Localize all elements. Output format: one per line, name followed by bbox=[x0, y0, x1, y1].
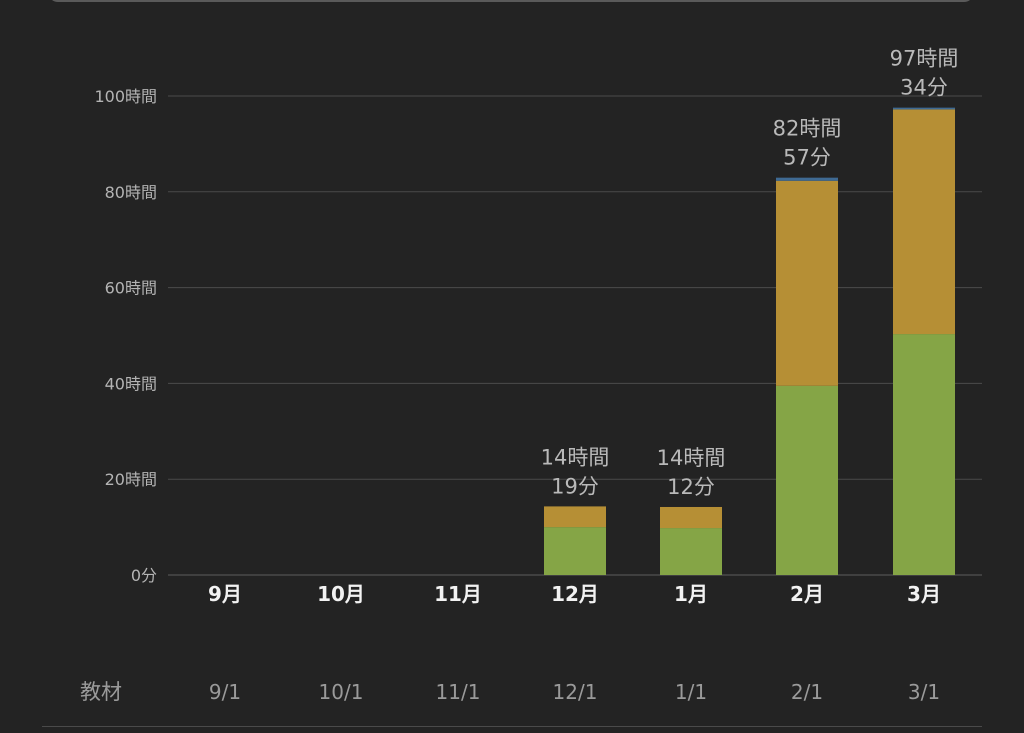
bar-segment bbox=[893, 107, 955, 110]
bar-total-minutes: 19分 bbox=[551, 474, 599, 498]
date-label: 12/1 bbox=[553, 680, 598, 704]
x-tick-label: 9月 bbox=[208, 582, 242, 606]
bar-segment bbox=[660, 528, 722, 575]
date-label: 1/1 bbox=[675, 680, 707, 704]
bar-total-hours: 14時間 bbox=[541, 445, 610, 469]
bar-segment bbox=[893, 334, 955, 575]
bar-segment bbox=[544, 506, 606, 528]
bar-segment bbox=[776, 177, 838, 181]
bar-segment bbox=[776, 180, 838, 386]
y-tick-label: 60時間 bbox=[105, 279, 157, 298]
date-label: 10/1 bbox=[319, 680, 364, 704]
bar-segment bbox=[893, 109, 955, 335]
footer-divider bbox=[42, 726, 982, 727]
y-tick-label: 40時間 bbox=[105, 374, 157, 393]
x-tick-label: 2月 bbox=[790, 582, 824, 606]
bar-total-hours: 14時間 bbox=[657, 446, 726, 470]
y-tick-label: 80時間 bbox=[105, 183, 157, 202]
y-tick-label: 0分 bbox=[131, 566, 157, 585]
y-tick-label: 100時間 bbox=[94, 87, 157, 106]
x-tick-label: 12月 bbox=[551, 582, 599, 606]
bar-segment bbox=[660, 506, 722, 529]
date-label: 3/1 bbox=[908, 680, 940, 704]
date-label: 9/1 bbox=[209, 680, 241, 704]
x-tick-label: 11月 bbox=[434, 582, 482, 606]
x-tick-label: 10月 bbox=[317, 582, 365, 606]
bar-total-minutes: 57分 bbox=[783, 146, 831, 170]
y-tick-label: 20時間 bbox=[105, 470, 157, 489]
bar-total-minutes: 12分 bbox=[667, 475, 715, 499]
bar-segment bbox=[776, 385, 838, 575]
bar-segment bbox=[544, 527, 606, 575]
x-tick-label: 3月 bbox=[907, 582, 941, 606]
x-tick-label: 1月 bbox=[674, 582, 708, 606]
date-label: 11/1 bbox=[436, 680, 481, 704]
bar-total-minutes: 34分 bbox=[900, 76, 948, 100]
row-label-kyozai: 教材 bbox=[80, 680, 122, 704]
bar-total-hours: 97時間 bbox=[890, 47, 959, 71]
date-label: 2/1 bbox=[791, 680, 823, 704]
bar-total-hours: 82時間 bbox=[773, 117, 842, 141]
